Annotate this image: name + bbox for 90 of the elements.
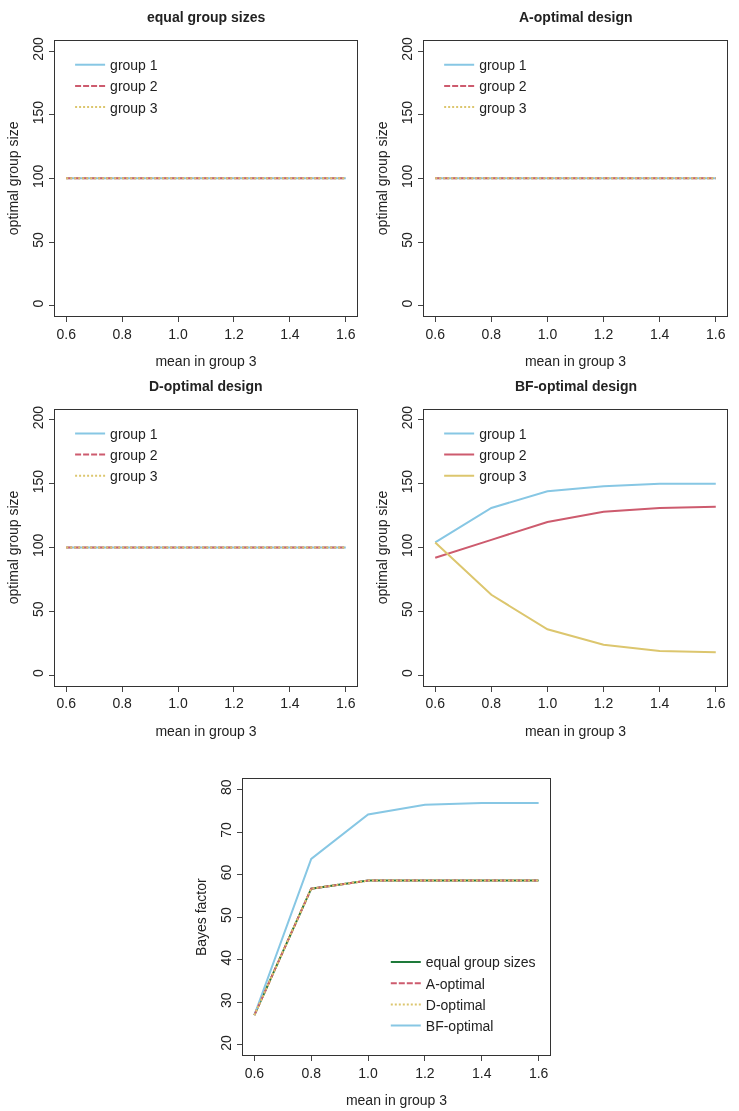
line-series (434, 482, 717, 544)
x-tick-label: 0.8 (112, 325, 133, 342)
y-tick-label: 20 (218, 1034, 235, 1051)
y-tick-label: 150 (30, 469, 47, 494)
x-axis-title: mean in group 3 (155, 352, 257, 369)
y-tick-label: 200 (30, 405, 47, 430)
x-tick-label: 1.6 (336, 695, 356, 712)
y-axis-title: optimal group size (5, 121, 21, 236)
legend-label: equal group sizes (425, 954, 536, 971)
legend-label: group 1 (110, 57, 158, 74)
y-tick-label: 0 (30, 669, 47, 678)
x-tick-label: 1.4 (472, 1065, 492, 1081)
legend-label: group 2 (110, 78, 158, 95)
y-tick-label: 50 (399, 601, 416, 618)
y-tick-label: 0 (399, 669, 416, 678)
x-tick-label: 1.6 (528, 1065, 549, 1081)
y-tick-label: 100 (399, 164, 416, 188)
x-tick-label: 0.6 (244, 1065, 265, 1081)
y-axis-title: optimal group size (374, 490, 390, 605)
y-tick-label: 150 (399, 100, 416, 125)
y-tick-label: 80 (218, 779, 235, 796)
x-tick-label: 1.2 (593, 325, 614, 342)
x-tick-label: 0.8 (481, 325, 502, 342)
x-tick-label: 1.6 (336, 325, 356, 342)
legend-label: group 3 (479, 99, 527, 116)
y-tick-label: 40 (218, 949, 235, 966)
x-tick-label: 1.0 (358, 1065, 379, 1081)
chart-title: equal group sizes (147, 9, 266, 25)
x-tick-label: 0.8 (481, 695, 502, 712)
x-tick-label: 1.0 (168, 325, 188, 342)
x-tick-label: 1.4 (649, 695, 670, 712)
y-tick-label: 100 (399, 533, 416, 558)
y-tick-label: 30 (218, 992, 235, 1009)
x-axis-title: mean in group 3 (524, 352, 627, 369)
chart-title: BF-optimal design (515, 378, 638, 394)
y-tick-label: 200 (399, 405, 416, 430)
legend-label: group 1 (479, 425, 527, 442)
x-axis-title: mean in group 3 (155, 722, 257, 739)
x-axis-title: mean in group 3 (524, 722, 627, 739)
x-tick-label: 1.4 (649, 325, 670, 342)
y-tick-label: 60 (218, 864, 235, 881)
legend-label: A-optimal (425, 975, 485, 992)
y-tick-label: 150 (399, 469, 416, 494)
y-tick-label: 200 (30, 37, 47, 61)
x-tick-label: 1.2 (224, 325, 244, 342)
y-tick-label: 200 (399, 37, 416, 61)
legend-label: D-optimal (425, 996, 486, 1013)
x-tick-label: 1.0 (168, 695, 188, 712)
x-tick-label: 1.4 (280, 695, 300, 712)
y-tick-label: 50 (218, 907, 235, 923)
legend-label: group 1 (479, 57, 527, 74)
legend-label: group 2 (479, 447, 527, 464)
x-axis-title: mean in group 3 (345, 1092, 448, 1109)
x-tick-label: 0.8 (301, 1065, 322, 1081)
line-series (434, 505, 717, 559)
legend-label: group 2 (479, 78, 527, 95)
x-tick-label: 1.6 (706, 325, 726, 342)
x-tick-label: 1.0 (537, 325, 558, 342)
x-tick-label: 1.6 (706, 695, 726, 712)
y-axis-title: optimal group size (374, 121, 390, 236)
x-tick-label: 0.6 (425, 695, 446, 712)
x-tick-label: 1.2 (224, 695, 244, 712)
x-tick-label: 0.6 (56, 695, 77, 712)
x-tick-label: 1.2 (415, 1065, 435, 1081)
x-tick-label: 0.6 (425, 325, 446, 342)
legend-label: BF-optimal (425, 1018, 494, 1035)
y-axis-title: Bayes factor (193, 877, 209, 957)
y-tick-label: 50 (30, 601, 47, 618)
y-tick-label: 50 (30, 231, 47, 248)
y-tick-label: 70 (218, 821, 235, 838)
legend-label: group 3 (110, 99, 158, 116)
y-tick-label: 50 (399, 231, 416, 248)
legend-label: group 3 (479, 468, 527, 485)
y-tick-label: 100 (30, 533, 47, 558)
legend-label: group 2 (110, 447, 158, 464)
y-tick-label: 0 (399, 299, 416, 308)
legend-label: group 3 (110, 468, 158, 485)
x-tick-label: 1.2 (593, 695, 614, 712)
line-series (434, 541, 717, 654)
x-tick-label: 0.6 (56, 325, 77, 342)
x-tick-label: 0.8 (112, 695, 133, 712)
x-tick-label: 1.0 (537, 695, 558, 712)
y-tick-label: 0 (30, 299, 47, 308)
chart-title: D-optimal design (149, 378, 263, 394)
x-tick-label: 1.4 (280, 325, 300, 342)
y-tick-label: 100 (30, 164, 47, 188)
y-axis-title: optimal group size (5, 490, 21, 605)
y-tick-label: 150 (30, 100, 47, 125)
legend-label: group 1 (110, 425, 158, 442)
chart-title: A-optimal design (519, 9, 633, 25)
